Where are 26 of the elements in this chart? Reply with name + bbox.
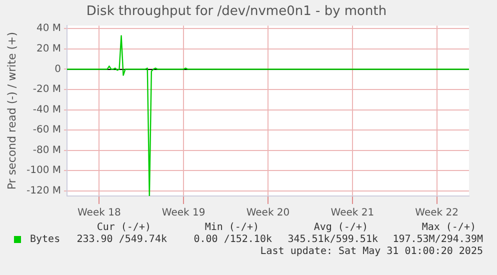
x-tick-label: Week 20 [246, 208, 290, 219]
y-tick-label: -80 M [32, 144, 61, 156]
y-tick-label: -60 M [32, 124, 61, 136]
y-tick-label: -20 M [32, 84, 61, 96]
chart-title: Disk throughput for /dev/nvme0n1 - by month [86, 4, 387, 20]
x-tick-label: Week 19 [162, 208, 206, 219]
text: Min (-/+) [204, 222, 259, 233]
x-tick-label: Week 18 [78, 208, 121, 219]
text: Max (-/+) [422, 222, 476, 233]
text: 345.51k/599.51k [288, 234, 378, 245]
text: 0.00 /152.10k [194, 234, 272, 245]
y-tick-label: 0 [54, 64, 61, 75]
y-tick-label: -40 M [32, 104, 61, 116]
y-axis-title: Pr second read (-) / write (+) [5, 32, 18, 190]
legend-label: Bytes [30, 234, 60, 245]
text: 197.53M/294.39M [392, 234, 483, 245]
y-tick-label: -100 M [26, 165, 61, 176]
text: 233.90 /549.74k [76, 234, 167, 245]
y-tick-label: 40 M [36, 23, 61, 34]
text: Cur (-/+) [96, 222, 151, 233]
y-tick-label: 20 M [36, 44, 61, 55]
x-tick-label: Week 22 [415, 208, 458, 219]
y-tick-label: -120 M [26, 186, 61, 197]
text: Avg (-/+) [314, 222, 368, 233]
x-tick-label: Week 21 [330, 208, 374, 219]
text: Last update: Sat May 31 01:00:20 2025 [260, 246, 483, 257]
